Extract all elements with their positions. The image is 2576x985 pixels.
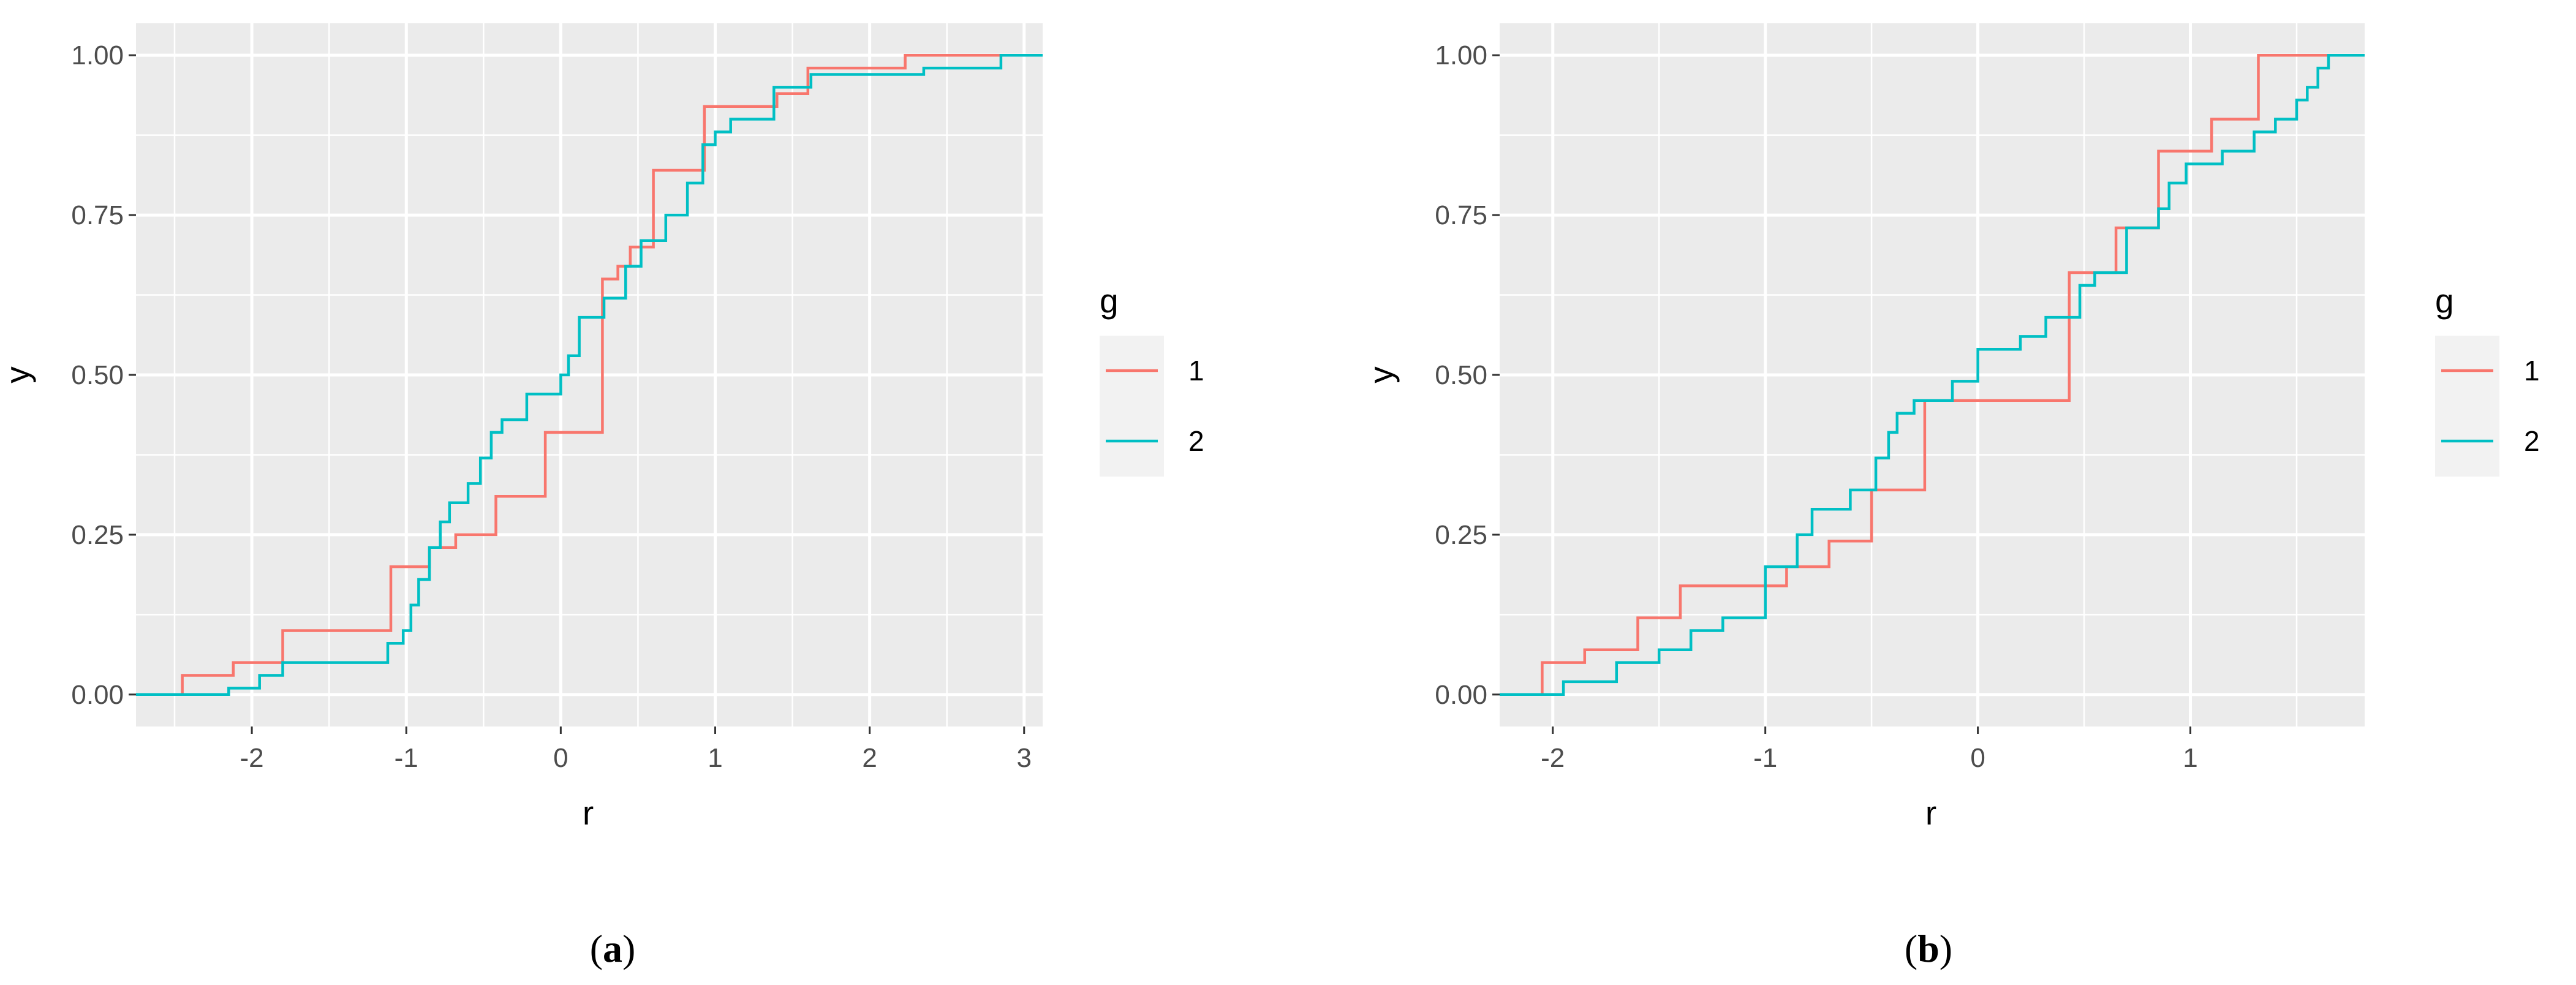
chart-a-legend: g 1 2 bbox=[1100, 282, 1204, 477]
chart-b-series-1-line bbox=[1500, 53, 2365, 696]
chart-a-series-2-line bbox=[136, 53, 1043, 696]
chart-b-legend-label-1: 1 bbox=[2524, 355, 2540, 387]
chart-b-caption-close: ) bbox=[1940, 927, 1952, 970]
chart-b-caption: (b) bbox=[1905, 927, 1952, 970]
chart-a-y-tick-label: 0.00 bbox=[71, 680, 124, 710]
chart-a-y-tick-label: 0.50 bbox=[71, 360, 124, 390]
chart-a-caption: (a) bbox=[590, 927, 636, 970]
chart-b-x-tick-label: 1 bbox=[2183, 743, 2197, 773]
chart-a-x-tick-label: 3 bbox=[1017, 743, 1032, 773]
chart-a-x-tick-label: 2 bbox=[862, 743, 877, 773]
chart-b-x-tick-label: -1 bbox=[1753, 743, 1777, 773]
chart-a-caption-close: ) bbox=[622, 927, 635, 970]
chart-a: -2 -1 0 1 2 3 0.00 0.25 0.50 0.75 1.00 r y g 1 2 (a) bbox=[0, 23, 1204, 970]
chart-b-x-axis-title: r bbox=[1925, 794, 1936, 832]
chart-b-y-tick-label: 0.75 bbox=[1435, 200, 1487, 230]
chart-a-legend-title: g bbox=[1100, 282, 1119, 320]
chart-b-y-axis-title: y bbox=[1362, 366, 1400, 383]
chart-b-caption-open: ( bbox=[1905, 927, 1917, 970]
chart-a-x-tick-label: -2 bbox=[240, 743, 264, 773]
chart-b-caption-letter: b bbox=[1917, 927, 1940, 970]
chart-b-x-tick-label: -2 bbox=[1541, 743, 1565, 773]
chart-b-gridlines bbox=[1500, 23, 2365, 726]
chart-a-x-tick-label: -1 bbox=[395, 743, 418, 773]
chart-b-x-tick-label: 0 bbox=[1970, 743, 1985, 773]
chart-b-y-tick-label: 0.25 bbox=[1435, 520, 1487, 550]
chart-b-y-tick-label: 1.00 bbox=[1435, 40, 1487, 70]
chart-a-y-tick-label: 0.75 bbox=[71, 200, 124, 230]
chart-b-y-tick-label: 0.00 bbox=[1435, 680, 1487, 710]
chart-a-y-tick-label: 1.00 bbox=[71, 40, 124, 70]
chart-a-gridlines bbox=[136, 23, 1043, 726]
chart-a-x-tick-label: 1 bbox=[708, 743, 722, 773]
chart-b-legend: g 1 2 bbox=[2435, 282, 2540, 477]
chart-b-series-2-line bbox=[1500, 53, 2365, 696]
chart-a-legend-label-2: 2 bbox=[1188, 425, 1204, 457]
chart-a-x-axis-title: r bbox=[583, 794, 594, 832]
chart-a-y-axis-title: y bbox=[0, 366, 36, 383]
chart-b-legend-label-2: 2 bbox=[2524, 425, 2540, 457]
chart-b: -2 -1 0 1 0.00 0.25 0.50 0.75 1.00 r y g 1 2 (b) bbox=[1362, 23, 2540, 970]
chart-a-caption-letter: a bbox=[603, 927, 622, 970]
chart-a-caption-open: ( bbox=[590, 927, 603, 970]
chart-a-x-tick-label: 0 bbox=[553, 743, 568, 773]
chart-a-legend-label-1: 1 bbox=[1188, 355, 1204, 387]
chart-b-y-tick-label: 0.50 bbox=[1435, 360, 1487, 390]
chart-b-legend-title: g bbox=[2435, 282, 2454, 320]
chart-a-series-1-line bbox=[136, 53, 1043, 696]
chart-a-y-tick-label: 0.25 bbox=[71, 520, 124, 550]
